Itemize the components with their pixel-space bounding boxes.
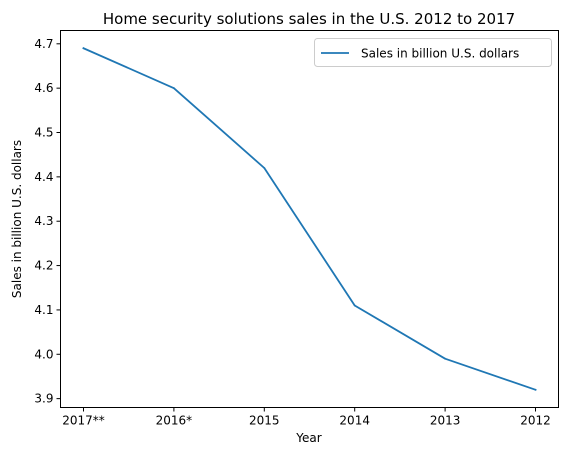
y-tick-label: 4.2: [34, 259, 53, 273]
data-point: [353, 304, 356, 307]
plot-area: [60, 30, 559, 408]
legend: Sales in billion U.S. dollars: [314, 38, 552, 67]
data-point: [534, 388, 537, 391]
chart-title: Home security solutions sales in the U.S…: [103, 10, 515, 28]
y-tick-label: 4.1: [34, 303, 53, 317]
series-line: [82, 47, 537, 391]
y-tick-label: 4.6: [34, 81, 53, 95]
y-tick-label: 4.7: [34, 37, 53, 51]
data-point: [173, 87, 175, 90]
legend-box: [314, 38, 552, 67]
x-tick-label: 2017**: [62, 414, 105, 428]
data-point: [82, 47, 85, 50]
y-tick-label: 4.0: [34, 347, 53, 361]
y-axis-ticks: 3.9 4.0 4.1 4.2 4.3 4.4 4.5 4.6 4.7: [34, 37, 61, 406]
x-axis-label: Year: [295, 431, 321, 445]
series-layer: [82, 47, 537, 391]
y-axis-label: Sales in billion U.S. dollars: [10, 140, 24, 298]
data-point: [263, 167, 266, 169]
axes-frame: [60, 30, 559, 408]
x-tick-label: 2012: [520, 414, 551, 428]
x-tick-label: 2014: [339, 414, 370, 428]
data-point: [444, 357, 446, 360]
y-tick-label: 4.4: [34, 170, 53, 184]
y-tick-label: 4.3: [34, 214, 53, 228]
y-tick-label: 4.5: [34, 126, 53, 140]
x-tick-label: 2015: [249, 414, 280, 428]
y-tick-label: 3.9: [34, 392, 53, 406]
x-tick-label: 2013: [430, 414, 461, 428]
x-axis-ticks: 2017** 2016* 2015 2014 2013 2012: [62, 407, 551, 428]
legend-label: Sales in billion U.S. dollars: [361, 47, 519, 61]
x-tick-label: 2016*: [156, 414, 193, 428]
